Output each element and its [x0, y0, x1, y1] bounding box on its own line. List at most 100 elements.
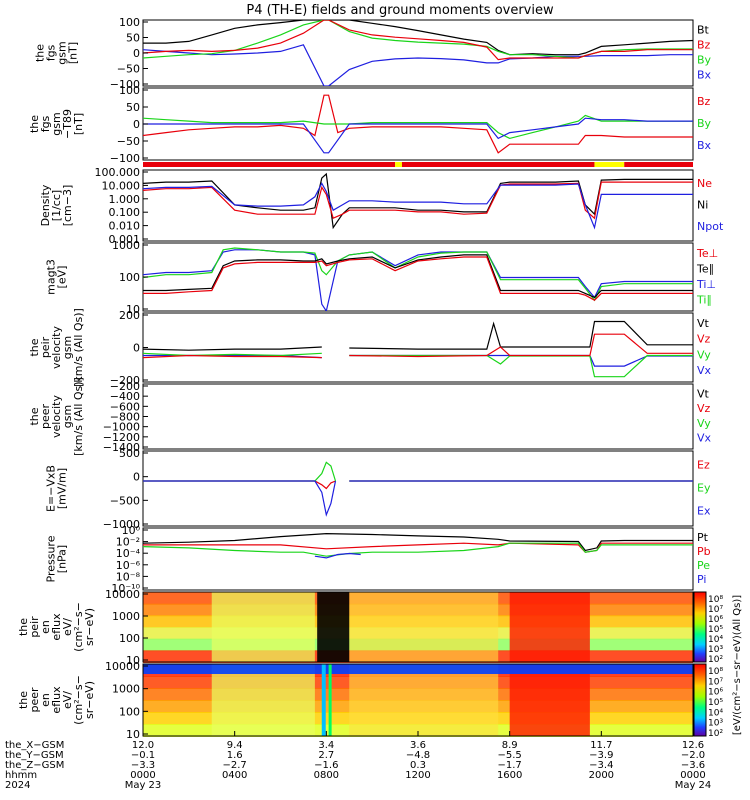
y-tick-label: 10: [126, 303, 140, 316]
series-line-Ni: [143, 172, 693, 230]
legend-entry: Vz: [697, 333, 711, 346]
legend-entry: Pi: [697, 573, 706, 586]
legend-entry: Te⊥: [696, 247, 718, 260]
y-axis-label: the: [17, 618, 30, 636]
legend-entry: Ez: [697, 459, 710, 472]
x-tick-label: −3.3: [131, 760, 155, 771]
series-line-Ti⊥: [143, 249, 693, 311]
colorbar-tick-label: 10⁷: [708, 677, 723, 687]
series-line-Pi: [314, 552, 361, 559]
colorbar-tick-label: 10³: [708, 719, 723, 729]
panels-group: 100500−50−100thefgsgsm[nT]BtBzByBx100500…: [28, 16, 724, 595]
y-tick-label: 10: [126, 654, 140, 667]
y-tick-label: 1000: [112, 610, 140, 623]
y-axis-label: [eV]: [56, 266, 69, 289]
legend-entry: Bx: [697, 69, 712, 82]
series-line-Pb: [143, 542, 693, 553]
legend-entry: By: [697, 54, 712, 67]
x-tick-label: −2.0: [681, 750, 705, 761]
region-segment: [143, 162, 396, 167]
y-axis-label: velocity: [50, 326, 63, 369]
series-group: [143, 94, 693, 154]
y-tick-label: 0: [133, 471, 140, 484]
legend-entry: Npot: [697, 220, 724, 233]
y-tick-label: 0: [133, 342, 140, 355]
spectrogram-gap: [317, 592, 350, 662]
y-axis-label: eV/: [61, 691, 74, 709]
y-tick-label: 50: [126, 101, 140, 114]
y-axis-label: velocity: [50, 395, 63, 438]
panel-peer_en_eflux: 10000 1000 100 10 thepeerenefluxeV/(cm²−s−sr…: [17, 660, 694, 741]
x-tick-label: −4.8: [406, 750, 430, 761]
y-tick-label: 10: [126, 728, 140, 741]
y-tick-label: −800: [110, 411, 140, 424]
y-axis-label: peir: [39, 336, 52, 358]
y-tick-label: 10⁻⁴: [116, 547, 141, 560]
series-line-Vt: [143, 320, 693, 351]
y-axis-label: magt3: [45, 259, 58, 295]
y-axis-label: Pressure: [45, 535, 58, 582]
y-tick-label: 0.010: [109, 220, 141, 233]
x-tick-label: 2000: [589, 770, 614, 781]
y-tick-label: 1.000: [109, 193, 141, 206]
y-tick-label: −100: [110, 152, 140, 165]
panel-frame: [142, 591, 694, 663]
series-group: [143, 172, 693, 230]
legend-entry: Vy: [697, 417, 711, 430]
legend-entry: Te∥: [696, 262, 714, 275]
region-segment: [624, 162, 693, 167]
x-tick-label: 0000: [680, 770, 705, 781]
panel-frame: [142, 527, 694, 591]
series-line-By: [143, 114, 693, 140]
region-segment: [401, 162, 595, 167]
colorbar-tick-label: 10⁸: [708, 667, 723, 677]
panel-pressure: 10⁰10⁻²10⁻⁴10⁻⁶10⁻⁸10⁻¹⁰Pressure[nPa]PtP…: [45, 524, 711, 595]
y-tick-label: −50: [117, 63, 140, 76]
series-line-Te⊥: [143, 256, 693, 301]
legend-entry: Vx: [697, 432, 712, 445]
panel-efield: 500 0 −500 −1000 E=−VxB[mV/m] Ez Ey Ex: [45, 447, 711, 531]
colorbar-tick-label: 10⁴: [708, 635, 723, 645]
x-tick-label: 0.3: [410, 760, 426, 771]
y-axis-label: the: [28, 115, 41, 133]
x-tick-label: 1.6: [227, 750, 243, 761]
panel-frame: [142, 450, 694, 527]
y-axis-label: eflux: [50, 613, 63, 641]
x-tick-label: 11.7: [590, 740, 612, 751]
colorbar: [693, 663, 707, 737]
y-axis-label: fgs: [39, 115, 52, 132]
y-axis-label: (cm²−s−: [72, 675, 85, 725]
panel-peir_en_eflux: 10000 1000 100 10 thepeirenefluxeV/(cm²−s−sr…: [17, 588, 694, 667]
x-tick-label: −3.6: [681, 760, 705, 771]
series-line-Bx: [143, 117, 693, 154]
legend-entry: Ne: [697, 177, 712, 190]
y-axis-label: Density: [39, 184, 52, 226]
x-year-label: 2024: [5, 780, 30, 791]
series-line-Ne: [143, 181, 693, 220]
y-tick-label: 0.001: [109, 233, 141, 246]
x-tick-label: −5.5: [498, 750, 522, 761]
y-tick-label: 100: [119, 16, 140, 29]
y-tick-label: 0.100: [109, 206, 141, 219]
panel-region_bar: [143, 162, 693, 167]
x-tick-label: 1200: [405, 770, 430, 781]
legend-entry: Ey: [697, 482, 711, 495]
colorbar-tick-label: 10³: [708, 645, 723, 655]
x-tick-label: 0400: [222, 770, 247, 781]
y-tick-label: 1000: [112, 239, 140, 252]
series-group: [143, 20, 693, 86]
heatmaps-group: 10000100010010thepeirenefluxeV/(cm²−s−sr…: [17, 588, 694, 741]
y-tick-label: 200: [119, 309, 140, 322]
y-tick-label: −400: [110, 390, 140, 403]
colorbar-tick-label: 10²: [708, 655, 723, 665]
x-date-end: May 24: [675, 780, 712, 791]
y-tick-label: 100.000: [95, 166, 141, 179]
y-axis-label: gsm: [56, 41, 69, 64]
y-tick-label: 0: [133, 47, 140, 60]
series-line-Pt: [143, 532, 693, 552]
y-axis-label: fgs: [45, 44, 58, 61]
spectrogram-region: [509, 592, 590, 662]
